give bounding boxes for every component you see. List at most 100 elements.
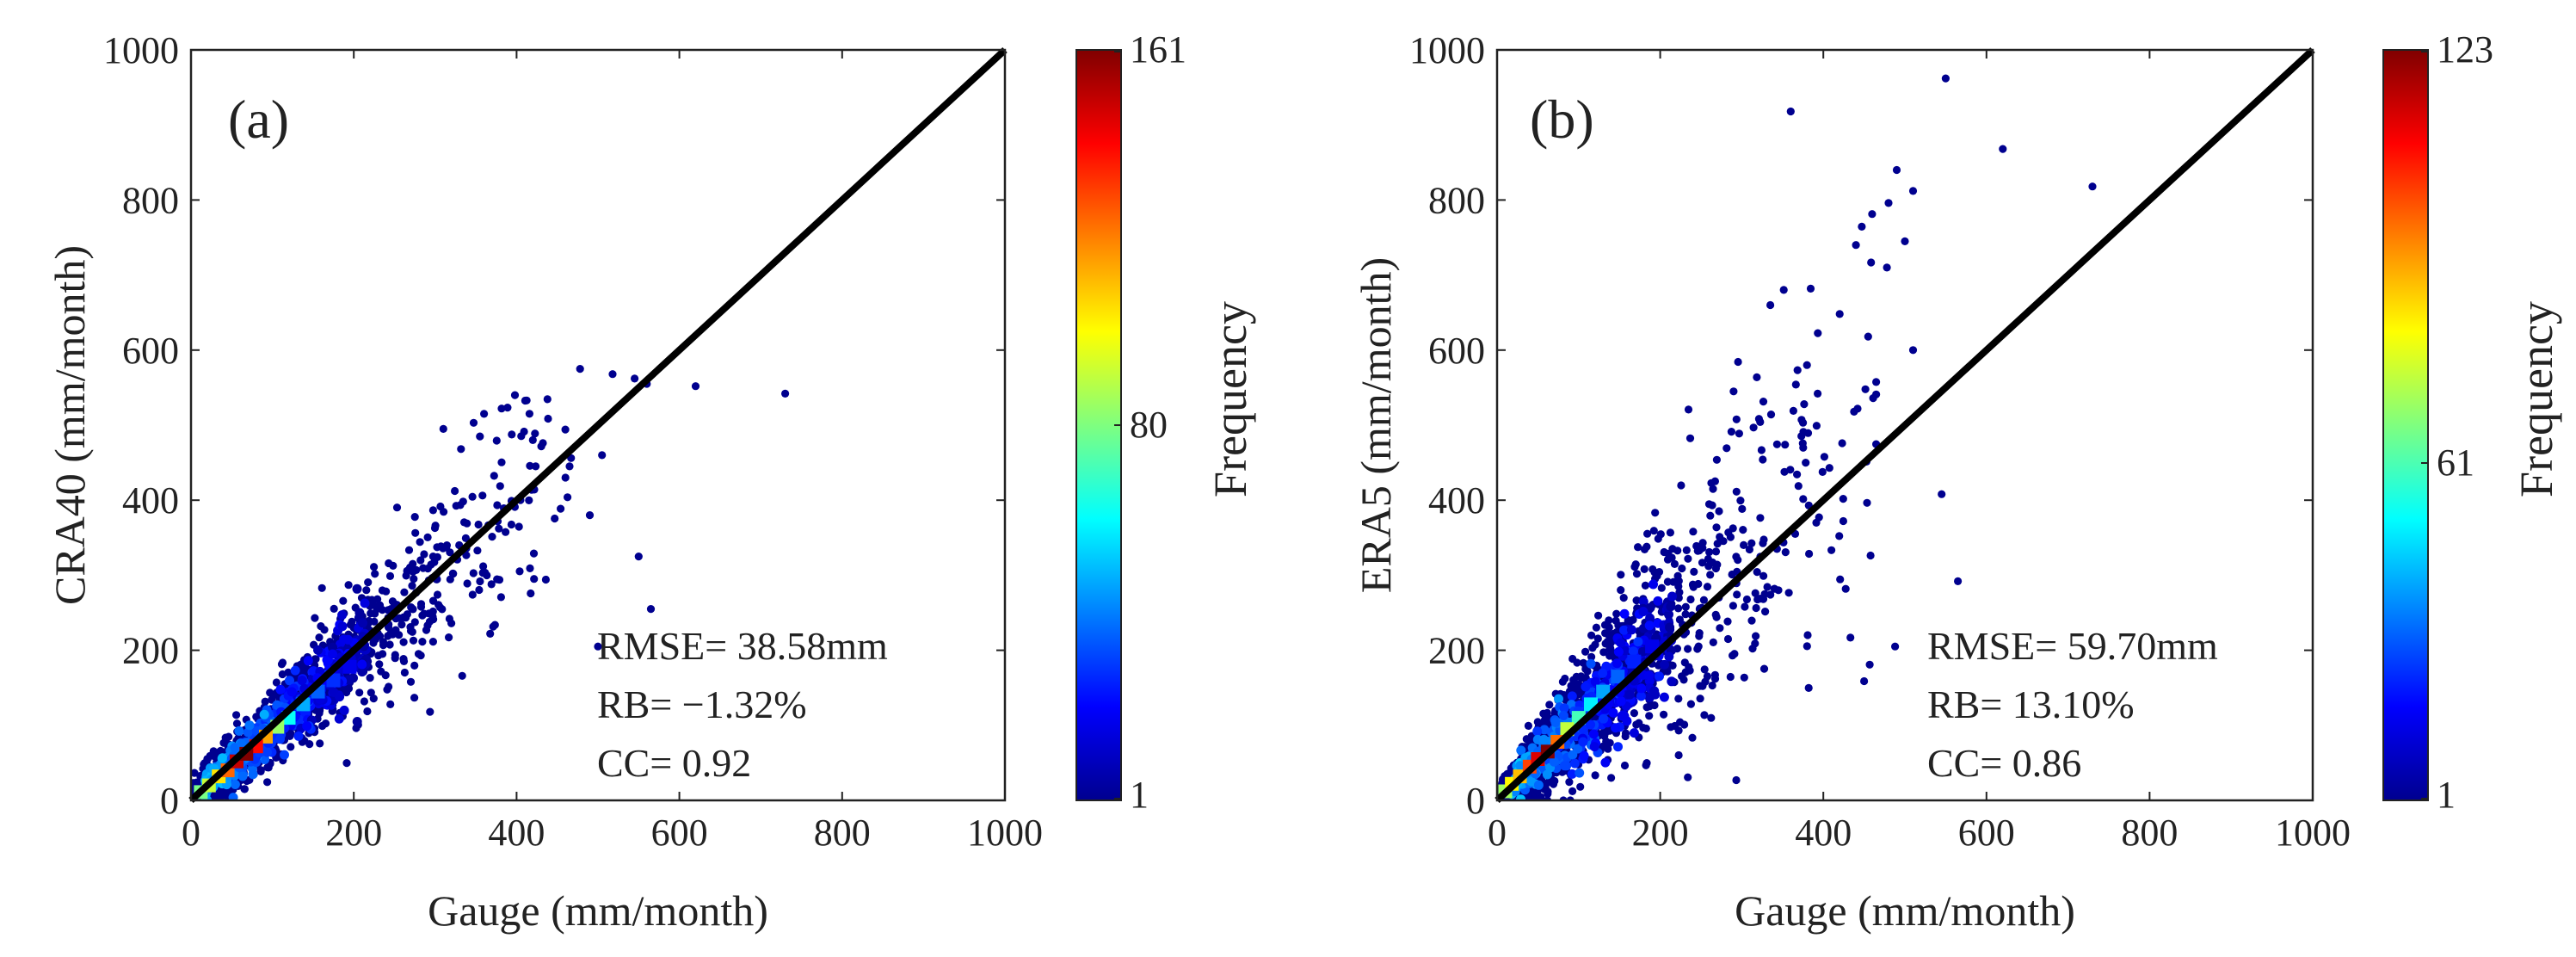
panel-a-density-point bbox=[230, 780, 240, 789]
panel-b-scatter-point bbox=[1825, 464, 1833, 472]
panel-a-scatter-point bbox=[320, 626, 329, 634]
panel-b-scatter-point bbox=[1684, 554, 1692, 563]
panel-a-scatter-point bbox=[416, 538, 424, 546]
panel-b-density-bin bbox=[1627, 654, 1642, 669]
panel-a-scatter-point bbox=[384, 606, 392, 614]
panel-b-scatter-point bbox=[1791, 380, 1800, 389]
panel-a-scatter-point bbox=[389, 561, 397, 571]
panel-a-scatter-point bbox=[530, 575, 539, 583]
panel-b-scatter-point bbox=[1827, 546, 1836, 554]
panel-b-density-point bbox=[1619, 608, 1630, 619]
panel-a-scatter-point bbox=[386, 700, 395, 709]
panel-a-scatter-point bbox=[481, 568, 490, 577]
panel-b-scatter-point bbox=[1640, 545, 1649, 554]
panel-a-outlier-point bbox=[480, 410, 489, 418]
panel-b-scatter-point bbox=[1799, 495, 1808, 503]
panel-a-scatter-point bbox=[497, 458, 506, 466]
panel-b-scatter-point bbox=[1841, 584, 1850, 593]
panel-a-scatter-point bbox=[458, 671, 466, 680]
panel-a-scatter-point bbox=[561, 425, 570, 434]
panel-b-density-point bbox=[1568, 750, 1578, 760]
panel-a-outlier-point bbox=[781, 389, 790, 398]
panel-b-scatter-point bbox=[1699, 596, 1708, 604]
panel-a-density-point bbox=[313, 645, 323, 655]
panel-b-density-point bbox=[1608, 707, 1618, 718]
panel-b-scatter-point bbox=[1759, 571, 1768, 580]
panel-a-scatter-point bbox=[399, 657, 409, 666]
panel-b-density-point bbox=[1644, 670, 1655, 681]
panel-b-density-bin bbox=[1645, 639, 1660, 654]
panel-b-colorbar-mid-label: 61 bbox=[2437, 441, 2474, 484]
panel-b-scatter-point bbox=[1630, 709, 1638, 718]
panel-b-scatter-point bbox=[1707, 713, 1716, 722]
panel-b-scatter-point bbox=[1863, 498, 1871, 507]
panel-b-scatter-point bbox=[1866, 551, 1875, 560]
panel-a-outlier-point bbox=[634, 553, 643, 561]
panel-b-scatter-point bbox=[1685, 434, 1695, 442]
panel-a-scatter-point bbox=[468, 590, 477, 599]
panel-a-scatter-point bbox=[411, 528, 420, 537]
panel-b-scatter-point bbox=[1692, 541, 1701, 551]
panel-a-scatter-point bbox=[385, 571, 395, 581]
panel-a-y-tick-label: 0 bbox=[160, 780, 179, 822]
panel-b-density-point bbox=[1624, 689, 1635, 700]
panel-b-scatter-point bbox=[1592, 623, 1600, 632]
panel-b-scatter-point bbox=[1594, 611, 1603, 620]
panel-b-y-tick-label: 400 bbox=[1428, 479, 1485, 522]
panel-a-scatter-point bbox=[522, 396, 531, 404]
panel-a-scatter-point bbox=[495, 524, 503, 533]
panel-a-outlier-point bbox=[598, 451, 607, 460]
panel-a-scatter-point bbox=[496, 593, 506, 602]
panel-b-scatter-point bbox=[1686, 700, 1695, 708]
panel-b-scatter-point bbox=[1716, 624, 1724, 633]
panel-b-scatter-point bbox=[1686, 595, 1695, 604]
panel-b-scatter-point bbox=[1729, 602, 1737, 610]
panel-b-scatter-point bbox=[1800, 400, 1809, 409]
panel-a-scatter-point bbox=[355, 688, 364, 697]
panel-b-density-point bbox=[1653, 596, 1663, 606]
panel-a-scatter-point bbox=[400, 588, 409, 596]
panel-a-outlier-point bbox=[510, 391, 520, 399]
panel-b-scatter-point bbox=[1709, 485, 1717, 493]
panel-a-scatter-point bbox=[371, 609, 379, 618]
panel-a-scatter-point bbox=[488, 533, 496, 541]
panel-a-scatter-point bbox=[451, 486, 459, 496]
panel-b-density-point bbox=[1645, 602, 1655, 613]
panel-a-scatter-point bbox=[544, 414, 552, 423]
panel-a-scatter-point bbox=[375, 601, 385, 609]
panel-b-scatter-point bbox=[1780, 467, 1789, 476]
panel-a-scatter-point bbox=[406, 623, 415, 632]
panel-b-scatter-point bbox=[1756, 514, 1765, 522]
panel-a-density-point bbox=[328, 642, 337, 652]
panel-b-x-tick-label: 400 bbox=[1795, 812, 1852, 854]
panel-b-scatter-point bbox=[1684, 773, 1692, 781]
panel-b-scatter-point bbox=[1599, 648, 1608, 657]
panel-b-scatter-point bbox=[1689, 528, 1698, 536]
panel-b-scatter-point bbox=[1734, 556, 1742, 565]
panel-b-scatter-point bbox=[1673, 546, 1682, 555]
panel-a-scatter-point bbox=[428, 506, 437, 515]
panel-a-x-tick-label: 600 bbox=[651, 812, 708, 854]
panel-b-scatter-point bbox=[1693, 645, 1702, 653]
panel-b-scatter-point bbox=[1591, 640, 1599, 649]
panel-a-outlier-point bbox=[561, 473, 570, 482]
panel-a-density-point bbox=[358, 618, 367, 628]
panel-b-scatter-point bbox=[1649, 527, 1658, 535]
panel-b-scatter-point bbox=[1642, 759, 1651, 768]
panel-a-scatter-point bbox=[232, 719, 242, 728]
panel-b-scatter-point bbox=[1681, 602, 1690, 611]
panel-a-outlier-point bbox=[631, 374, 639, 383]
panel-b-xlabel: Gauge (mm/month) bbox=[1735, 886, 2075, 935]
panel-b-outlier-point bbox=[2088, 182, 2097, 191]
panel-b: 0 200 400 600 800 1000 0 200 400 600 800 1000 (b) R… bbox=[1352, 28, 2562, 935]
panel-b-density-point bbox=[1515, 761, 1525, 771]
panel-b-density-bin bbox=[1611, 670, 1625, 684]
panel-a-colorbar-title: Frequency bbox=[1205, 301, 1256, 497]
panel-a-scatter-point bbox=[410, 661, 419, 670]
panel-b-scatter-point bbox=[1752, 603, 1760, 613]
panel-b-scatter-point bbox=[1663, 577, 1672, 586]
panel-b-scatter-point bbox=[1545, 701, 1554, 709]
panel-b-scatter-point bbox=[1643, 529, 1652, 538]
panel-b-scatter-point bbox=[1745, 545, 1753, 554]
panel-a-scatter-point bbox=[225, 732, 233, 741]
